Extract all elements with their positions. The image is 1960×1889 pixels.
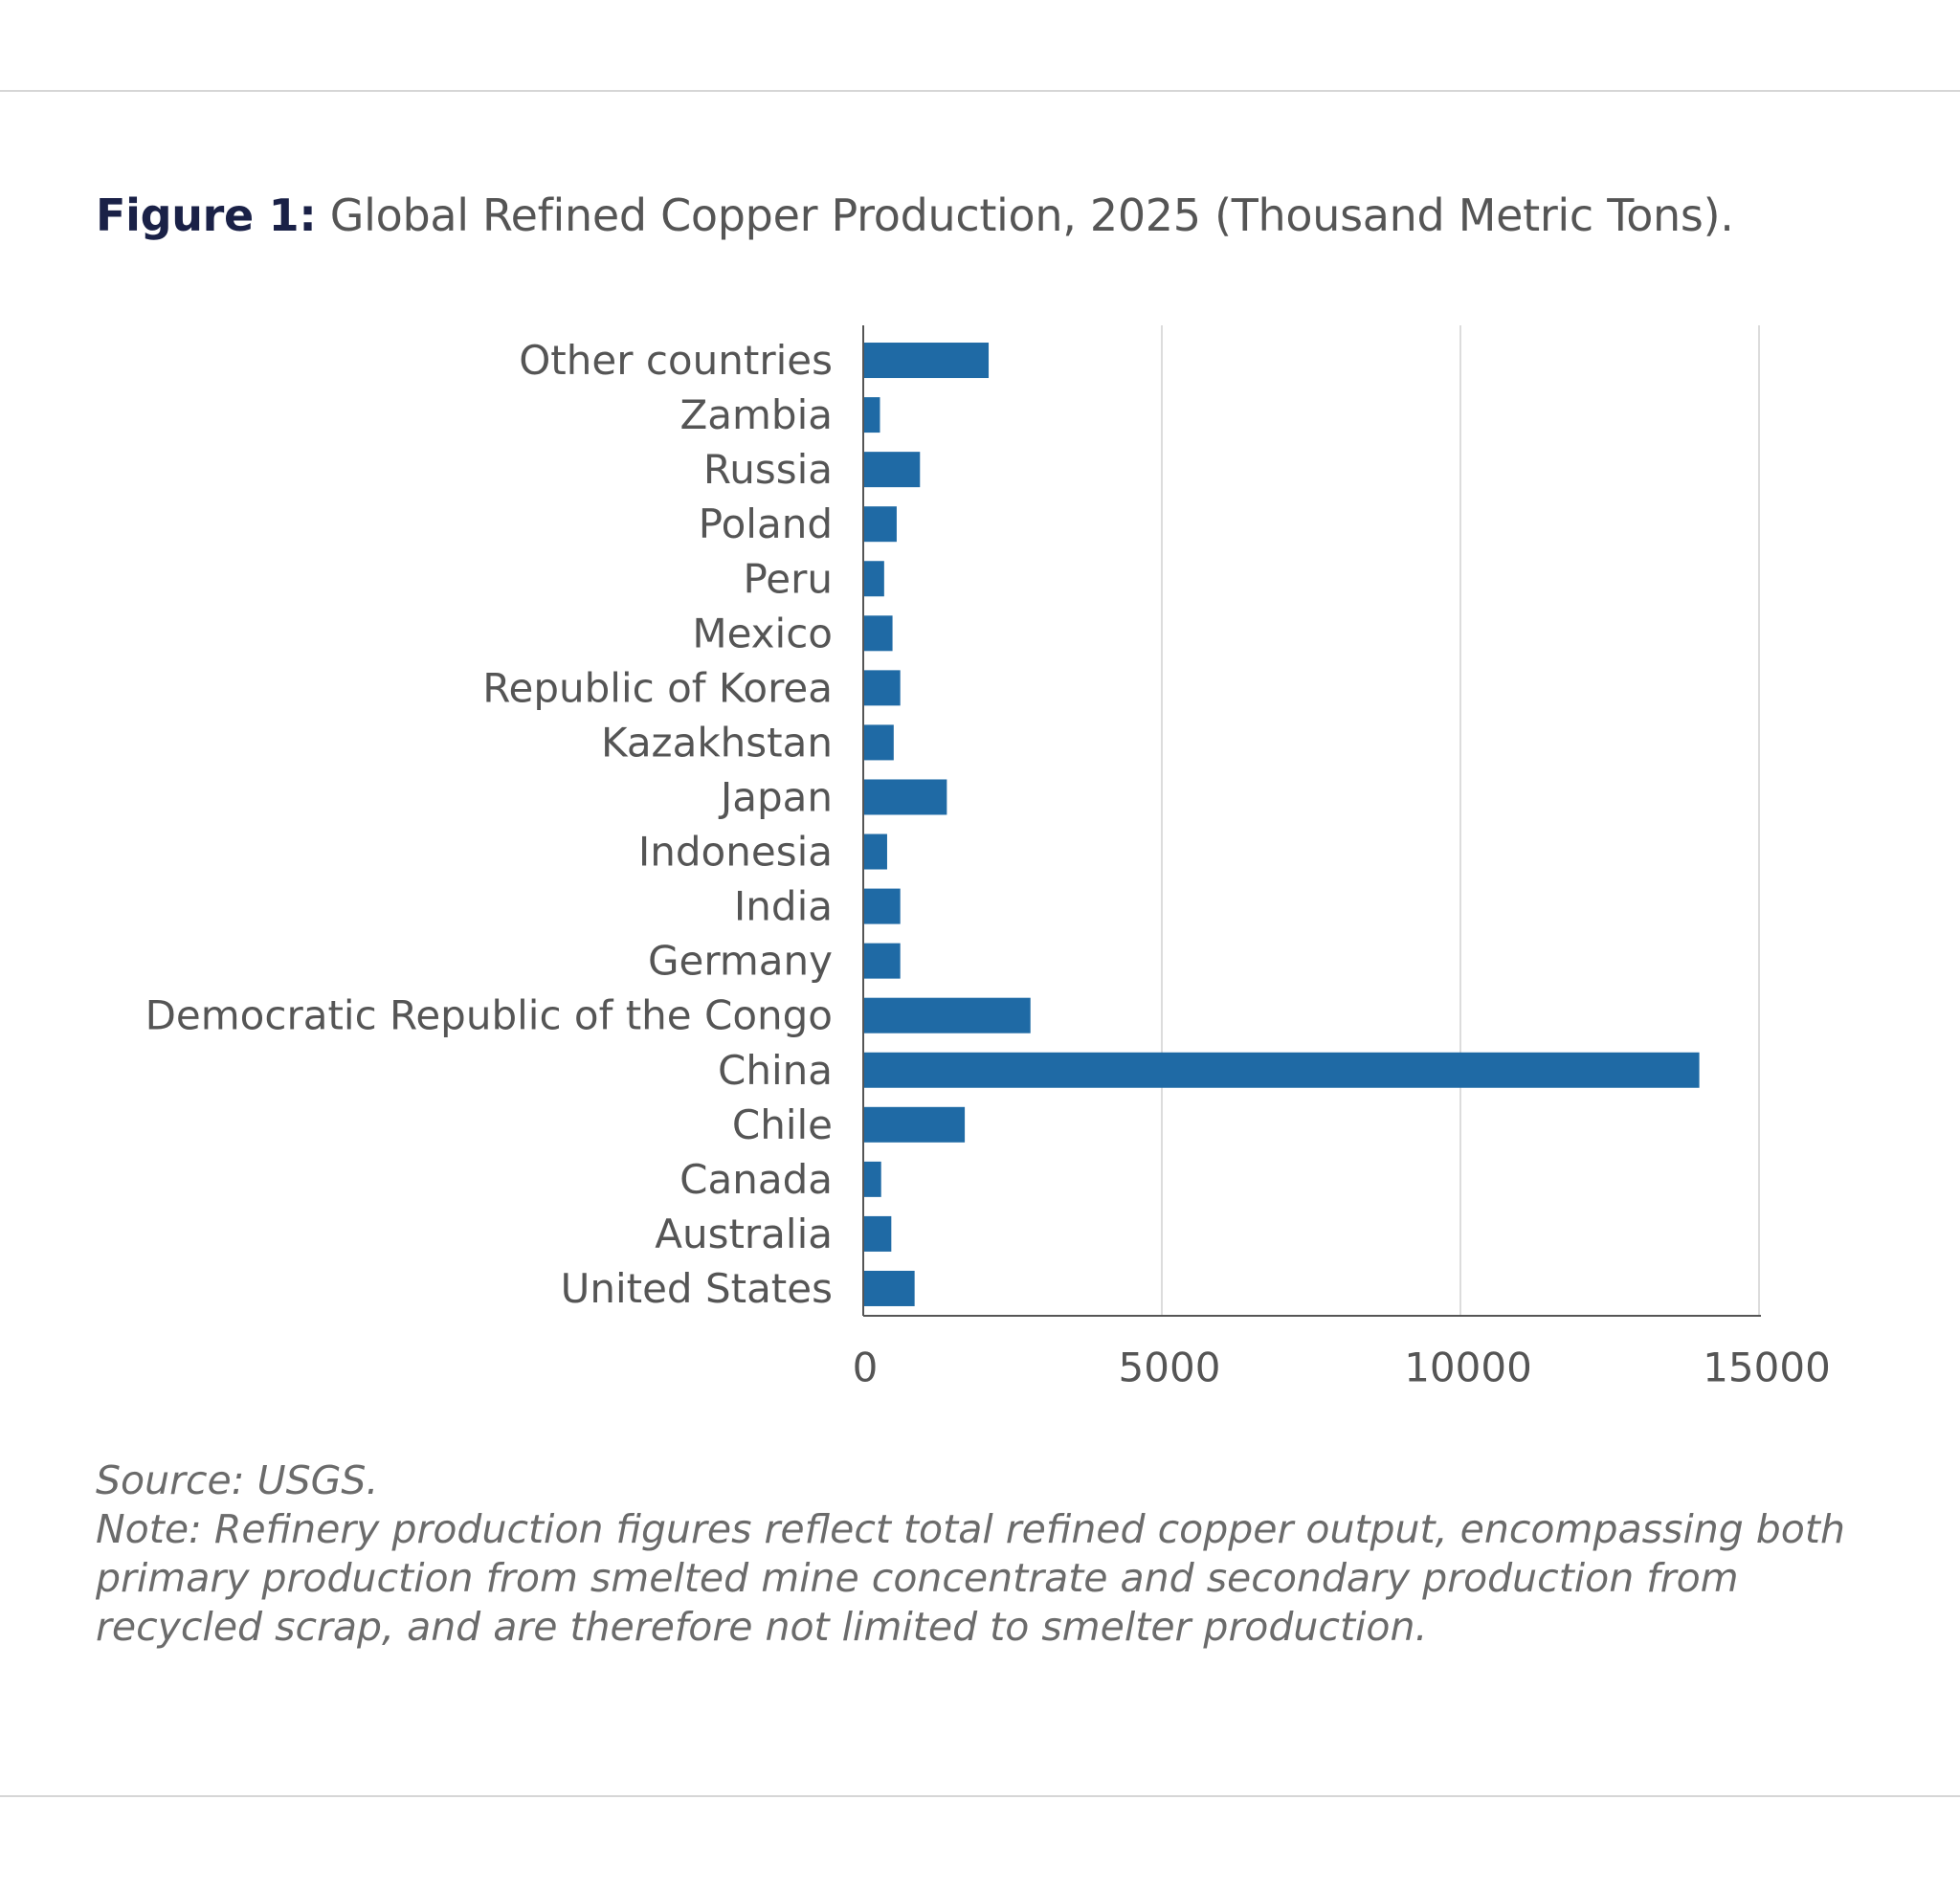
tick-labels: 0 5000 10000 15000: [853, 1345, 1831, 1389]
top-divider: [0, 90, 1960, 92]
x-tick-label: 0: [853, 1345, 879, 1389]
bar: [863, 779, 947, 815]
bar: [863, 561, 884, 597]
category-labels: Other countries Zambia Russia Poland Peru Mex…: [145, 337, 833, 1312]
category-label: Canada: [679, 1156, 833, 1203]
bar: [863, 1052, 1700, 1088]
category-label: Germany: [648, 938, 833, 985]
category-label: Other countries: [519, 337, 833, 384]
source-text: Source: USGS.: [96, 1457, 379, 1503]
bar: [863, 1161, 881, 1197]
figure-title: Figure 1: Global Refined Copper Producti…: [96, 189, 1734, 241]
category-label: Democratic Republic of the Congo: [145, 992, 833, 1039]
bar: [863, 1106, 966, 1143]
category-label: Indonesia: [638, 829, 833, 876]
x-tick-label: 15000: [1703, 1345, 1831, 1389]
x-tick-label: 5000: [1119, 1345, 1221, 1389]
category-label: Chile: [732, 1101, 833, 1148]
category-label: Mexico: [692, 610, 833, 656]
bar: [863, 1270, 915, 1306]
x-tick-label: 10000: [1404, 1345, 1532, 1389]
category-label: Kazakhstan: [601, 719, 833, 766]
figure-label: Figure 1:: [96, 189, 317, 241]
bottom-divider: [0, 1795, 1960, 1797]
category-label: United States: [561, 1265, 833, 1312]
bar: [863, 888, 901, 924]
bar: [863, 506, 897, 543]
gridlines: [1161, 325, 1760, 1316]
category-label: Republic of Korea: [482, 664, 833, 711]
bars: [863, 343, 1700, 1306]
category-label: China: [718, 1047, 833, 1094]
bar: [863, 615, 893, 652]
bar: [863, 343, 990, 379]
category-label: India: [734, 883, 833, 930]
bar: [863, 670, 901, 706]
category-label: Japan: [718, 773, 833, 820]
bar: [863, 397, 880, 433]
note-text: Note: Refinery production figures reflec…: [96, 1506, 1845, 1650]
category-label: Peru: [743, 555, 833, 602]
bar: [863, 943, 901, 979]
bar: [863, 1215, 892, 1252]
bar: [863, 452, 921, 488]
axes: [862, 325, 1761, 1317]
bar: [863, 724, 894, 761]
category-label: Australia: [655, 1211, 833, 1257]
bar: [863, 997, 1031, 1033]
category-label: Poland: [699, 500, 833, 547]
bar: [863, 833, 887, 870]
category-label: Zambia: [680, 391, 834, 438]
figure-notes: Source: USGS. Note: Refinery production …: [96, 1456, 1895, 1652]
bar-chart: Other countries Zambia Russia Poland Peru Mex…: [145, 325, 1831, 1389]
figure-title-text: Global Refined Copper Production, 2025 (…: [329, 189, 1734, 241]
category-label: Russia: [703, 446, 833, 493]
